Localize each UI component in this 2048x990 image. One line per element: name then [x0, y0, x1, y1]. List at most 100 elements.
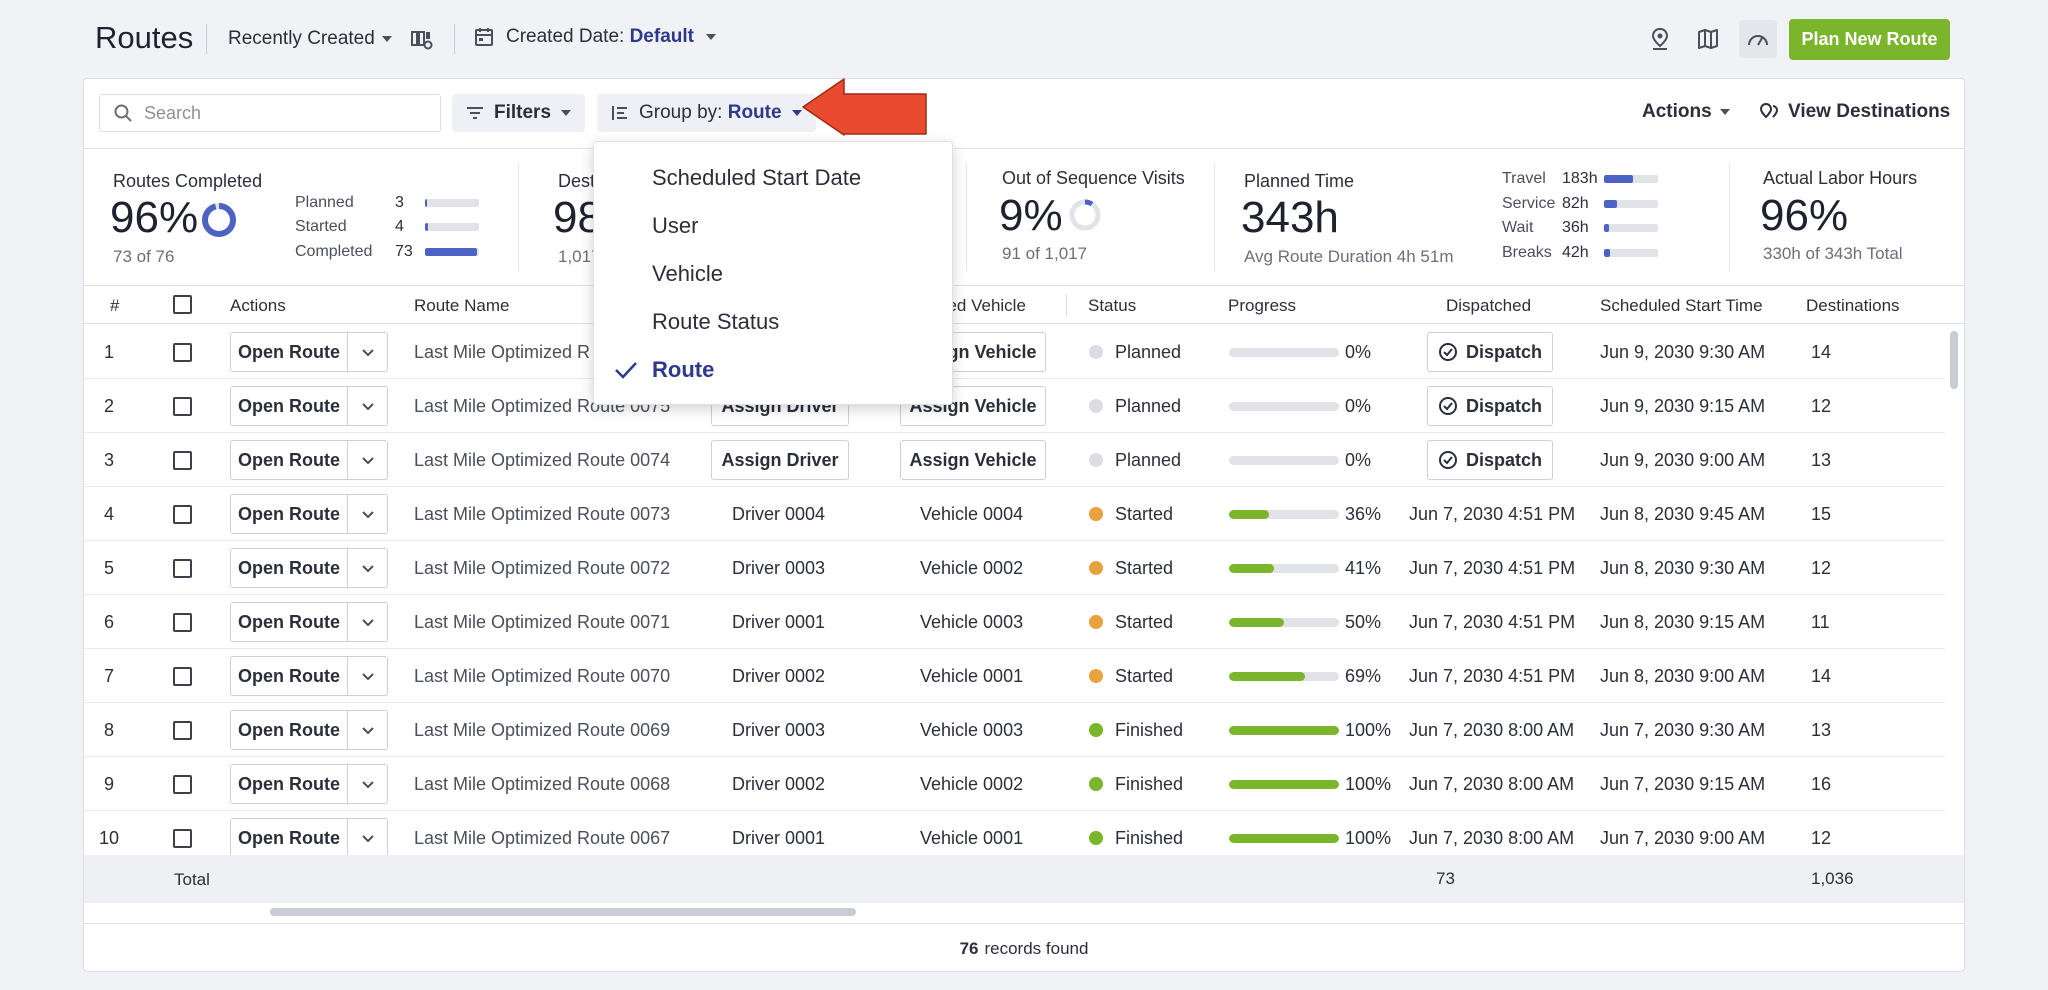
dispatch-button[interactable]: Dispatch [1427, 440, 1553, 480]
horizontal-scrollbar[interactable] [270, 908, 856, 916]
group-option-vehicle[interactable]: Vehicle [652, 261, 723, 286]
open-route-split-button[interactable]: Open Route [230, 440, 388, 480]
column-header-scheduled-start[interactable]: Scheduled Start Time [1600, 296, 1763, 315]
assign-vehicle-button[interactable]: Assign Vehicle [900, 440, 1046, 480]
open-route-split-button[interactable]: Open Route [230, 548, 388, 588]
open-route-menu-button[interactable] [348, 602, 388, 642]
open-route-menu-button[interactable] [348, 494, 388, 534]
actions-menu-button[interactable]: Actions [1642, 101, 1730, 123]
table-row[interactable]: 1 Open Route Last Mile Optimized R Assig… [84, 325, 1945, 379]
table-row[interactable]: 5 Open Route Last Mile Optimized Route 0… [84, 541, 1945, 595]
table-row[interactable]: 6 Open Route Last Mile Optimized Route 0… [84, 595, 1945, 649]
route-name-cell[interactable]: Last Mile Optimized Route 0073 [414, 503, 671, 524]
mini-label: Completed [295, 243, 373, 260]
open-route-menu-button[interactable] [348, 656, 388, 696]
open-route-menu-button[interactable] [348, 818, 388, 858]
open-route-menu-button[interactable] [348, 440, 388, 480]
filters-button[interactable]: Filters [452, 94, 586, 132]
column-header-status[interactable]: Status [1088, 296, 1137, 315]
open-route-button[interactable]: Open Route [230, 386, 348, 426]
open-route-button[interactable]: Open Route [230, 494, 348, 534]
group-option-scheduled-start-date[interactable]: Scheduled Start Date [652, 165, 862, 190]
open-route-button[interactable]: Open Route [230, 818, 348, 858]
open-route-button[interactable]: Open Route [230, 602, 348, 642]
vertical-scrollbar[interactable] [1950, 331, 1958, 389]
open-route-menu-button[interactable] [348, 332, 388, 372]
column-header-progress[interactable]: Progress [1228, 296, 1297, 315]
view-destinations-button[interactable]: View Destinations [1758, 101, 1950, 123]
plan-new-route-button[interactable]: Plan New Route [1789, 19, 1950, 60]
group-option-user[interactable]: User [652, 213, 699, 238]
column-header-vehicle[interactable]: ned Vehicle [938, 296, 1026, 315]
open-route-split-button[interactable]: Open Route [230, 332, 388, 372]
progress-cell: 100% [1229, 703, 1391, 757]
table-row[interactable]: 2 Open Route Last Mile Optimized Route 0… [84, 379, 1945, 433]
open-route-menu-button[interactable] [348, 548, 388, 588]
column-settings-icon[interactable] [410, 28, 434, 52]
open-route-menu-button[interactable] [348, 386, 388, 426]
route-name-cell[interactable]: Last Mile Optimized Route 0069 [414, 719, 671, 740]
open-route-split-button[interactable]: Open Route [230, 494, 388, 534]
open-route-split-button[interactable]: Open Route [230, 656, 388, 696]
route-name-cell[interactable]: Last Mile Optimized Route 0068 [414, 773, 671, 794]
dashboard-gauge-icon[interactable] [1739, 20, 1777, 58]
open-route-button[interactable]: Open Route [230, 440, 348, 480]
column-header-destinations[interactable]: Destinations [1806, 296, 1900, 315]
row-checkbox[interactable] [173, 595, 192, 649]
route-name-cell[interactable]: Last Mile Optimized Route 0072 [414, 557, 671, 578]
open-route-button[interactable]: Open Route [230, 710, 348, 750]
open-route-split-button[interactable]: Open Route [230, 764, 388, 804]
row-index: 8 [103, 719, 114, 740]
route-name-cell[interactable]: Last Mile Optimized Route 0074 [414, 449, 671, 470]
row-checkbox[interactable] [173, 379, 192, 433]
status-dot [1089, 399, 1103, 413]
search-input[interactable] [144, 102, 424, 124]
route-name-cell[interactable]: Last Mile Optimized Route 0071 [414, 611, 671, 632]
table-row[interactable]: 3 Open Route Last Mile Optimized Route 0… [84, 433, 1945, 487]
total-row: Total 73 1,036 [84, 855, 1964, 903]
table-row[interactable]: 7 Open Route Last Mile Optimized Route 0… [84, 649, 1945, 703]
sort-dropdown[interactable]: Recently Created [228, 28, 392, 50]
open-route-split-button[interactable]: Open Route [230, 818, 388, 858]
open-route-button[interactable]: Open Route [230, 764, 348, 804]
table-row[interactable]: 8 Open Route Last Mile Optimized Route 0… [84, 703, 1945, 757]
row-checkbox[interactable] [173, 487, 192, 541]
row-checkbox[interactable] [173, 541, 192, 595]
open-route-menu-button[interactable] [348, 764, 388, 804]
created-date-filter[interactable]: Created Date: Default [474, 26, 716, 48]
row-checkbox[interactable] [173, 649, 192, 703]
route-name-cell[interactable]: Last Mile Optimized Route 0070 [414, 665, 671, 686]
dispatched-cell: Jun 7, 2030 8:00 AM [1409, 773, 1575, 794]
open-route-menu-button[interactable] [348, 710, 388, 750]
dispatch-button[interactable]: Dispatch [1427, 386, 1553, 426]
row-checkbox[interactable] [173, 325, 192, 379]
dispatch-button[interactable]: Dispatch [1427, 332, 1553, 372]
group-option-route-status[interactable]: Route Status [652, 309, 780, 334]
search-box[interactable] [99, 94, 441, 132]
select-all-checkbox[interactable] [173, 295, 192, 314]
open-route-split-button[interactable]: Open Route [230, 710, 388, 750]
open-route-button[interactable]: Open Route [230, 656, 348, 696]
route-name-cell[interactable]: Last Mile Optimized R [414, 341, 591, 362]
open-route-split-button[interactable]: Open Route [230, 602, 388, 642]
table-row[interactable]: 9 Open Route Last Mile Optimized Route 0… [84, 757, 1945, 811]
row-checkbox[interactable] [173, 703, 192, 757]
column-header-dispatched[interactable]: Dispatched [1446, 296, 1532, 315]
open-route-split-button[interactable]: Open Route [230, 386, 388, 426]
open-route-button[interactable]: Open Route [230, 548, 348, 588]
row-checkbox[interactable] [173, 757, 192, 811]
column-header-route-name[interactable]: Route Name [414, 296, 510, 315]
row-checkbox[interactable] [173, 811, 192, 865]
map-icon[interactable] [1689, 20, 1727, 58]
table-row[interactable]: 4 Open Route Last Mile Optimized Route 0… [84, 487, 1945, 541]
assign-driver-button[interactable]: Assign Driver [711, 440, 849, 480]
dispatched-cell: Jun 7, 2030 4:51 PM [1409, 557, 1576, 578]
open-route-button[interactable]: Open Route [230, 332, 348, 372]
group-by-button[interactable]: Group by: Route [597, 94, 816, 132]
top-bar: Routes Recently Created Created Date: De… [0, 0, 2048, 78]
row-checkbox[interactable] [173, 433, 192, 487]
group-option-route[interactable]: Route [652, 357, 715, 382]
location-pin-icon[interactable] [1641, 20, 1679, 58]
mini-value: 3 [395, 194, 404, 211]
route-name-cell[interactable]: Last Mile Optimized Route 0067 [414, 827, 671, 848]
